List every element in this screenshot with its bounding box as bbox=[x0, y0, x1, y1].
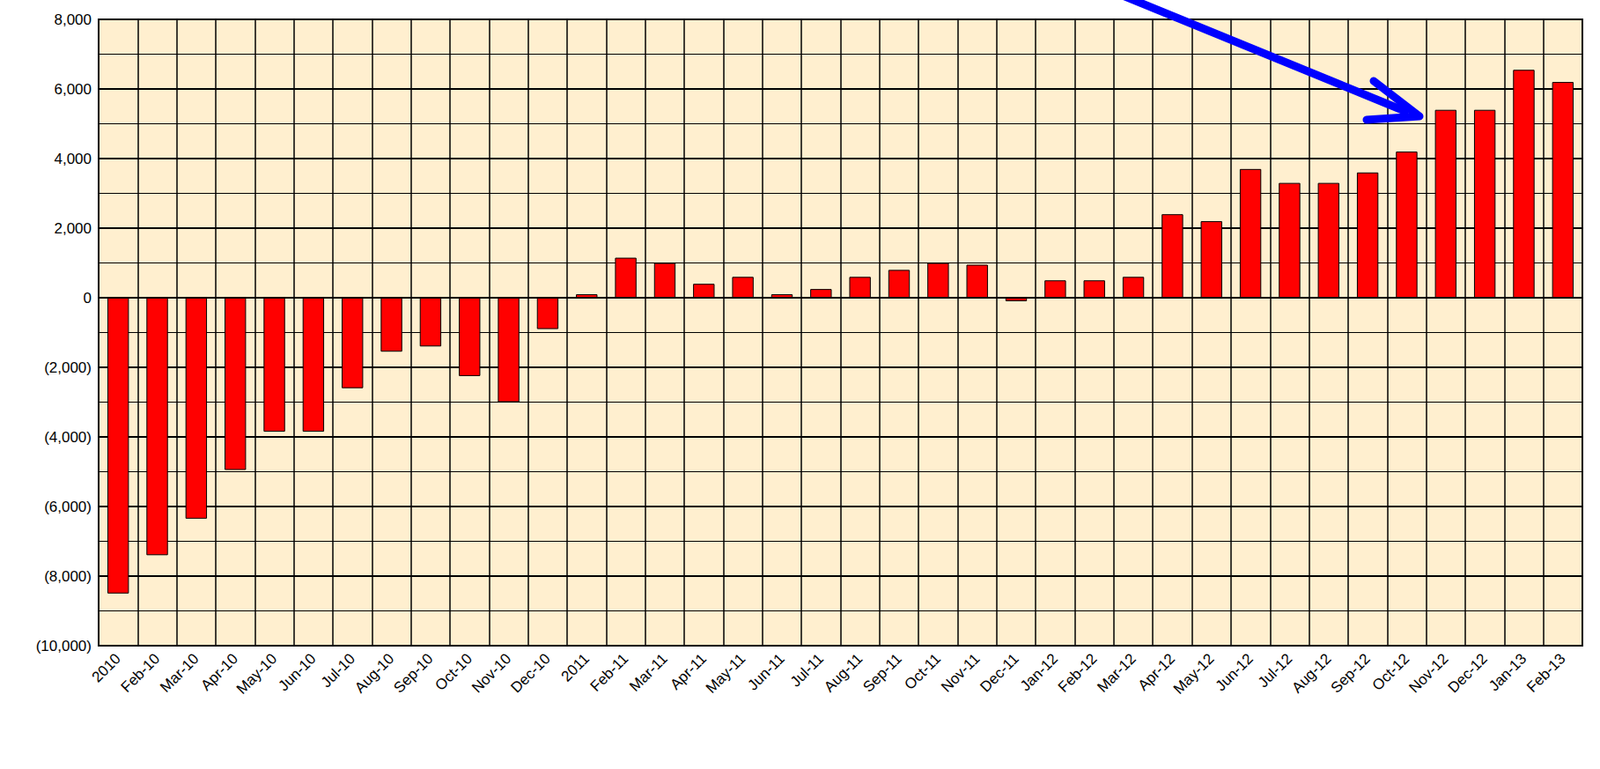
svg-text:(10,000): (10,000) bbox=[36, 637, 92, 655]
svg-text:Jun-10: Jun-10 bbox=[274, 649, 319, 694]
svg-text:Aug-10: Aug-10 bbox=[351, 649, 398, 696]
svg-text:6,000: 6,000 bbox=[53, 81, 92, 98]
svg-text:Apr-12: Apr-12 bbox=[1134, 650, 1179, 694]
svg-text:4,000: 4,000 bbox=[53, 150, 92, 168]
svg-text:Dec-10: Dec-10 bbox=[507, 649, 553, 696]
svg-text:(4,000): (4,000) bbox=[44, 428, 92, 446]
svg-text:May-10: May-10 bbox=[233, 649, 281, 697]
svg-text:Jan-12: Jan-12 bbox=[1017, 649, 1062, 694]
svg-text:Nov-11: Nov-11 bbox=[937, 649, 983, 695]
svg-text:Mar-11: Mar-11 bbox=[626, 649, 671, 695]
svg-text:Apr-10: Apr-10 bbox=[197, 650, 242, 694]
svg-text:(8,000): (8,000) bbox=[44, 567, 92, 585]
svg-text:Oct-11: Oct-11 bbox=[900, 649, 944, 694]
svg-text:Jan-13: Jan-13 bbox=[1485, 649, 1530, 694]
svg-text:Apr-11: Apr-11 bbox=[666, 650, 710, 693]
svg-text:Nov-12: Nov-12 bbox=[1405, 649, 1452, 696]
svg-text:Aug-12: Aug-12 bbox=[1288, 649, 1335, 696]
svg-text:Feb-10: Feb-10 bbox=[117, 649, 163, 695]
svg-text:Nov-10: Nov-10 bbox=[468, 649, 515, 696]
svg-text:May-11: May-11 bbox=[702, 649, 750, 697]
svg-text:(2,000): (2,000) bbox=[44, 359, 92, 377]
svg-text:Feb-12: Feb-12 bbox=[1054, 649, 1100, 695]
svg-text:(6,000): (6,000) bbox=[44, 498, 92, 516]
svg-text:Mar-10: Mar-10 bbox=[156, 649, 202, 695]
svg-text:Dec-12: Dec-12 bbox=[1445, 649, 1491, 696]
svg-text:Oct-10: Oct-10 bbox=[431, 649, 475, 694]
svg-text:Feb-11: Feb-11 bbox=[587, 649, 633, 695]
svg-text:Aug-11: Aug-11 bbox=[820, 649, 866, 695]
svg-text:2010: 2010 bbox=[88, 649, 125, 686]
svg-text:Jul-12: Jul-12 bbox=[1254, 650, 1296, 691]
svg-text:Sep-10: Sep-10 bbox=[390, 649, 436, 696]
svg-text:Jul-10: Jul-10 bbox=[317, 650, 359, 691]
svg-text:2011: 2011 bbox=[558, 649, 593, 685]
svg-text:0: 0 bbox=[83, 289, 92, 307]
svg-text:Sep-11: Sep-11 bbox=[859, 649, 905, 695]
svg-text:Sep-12: Sep-12 bbox=[1327, 649, 1374, 696]
svg-text:Jun-11: Jun-11 bbox=[744, 649, 788, 694]
svg-text:Jun-12: Jun-12 bbox=[1212, 649, 1257, 694]
svg-text:Feb-13: Feb-13 bbox=[1523, 649, 1569, 695]
svg-text:2,000: 2,000 bbox=[53, 220, 92, 237]
svg-text:Oct-12: Oct-12 bbox=[1369, 649, 1413, 694]
svg-text:May-12: May-12 bbox=[1170, 649, 1217, 697]
svg-text:Mar-12: Mar-12 bbox=[1093, 649, 1139, 695]
svg-text:Dec-11: Dec-11 bbox=[976, 649, 1022, 695]
svg-text:8,000: 8,000 bbox=[53, 11, 92, 29]
svg-text:Jul-11: Jul-11 bbox=[787, 650, 827, 690]
